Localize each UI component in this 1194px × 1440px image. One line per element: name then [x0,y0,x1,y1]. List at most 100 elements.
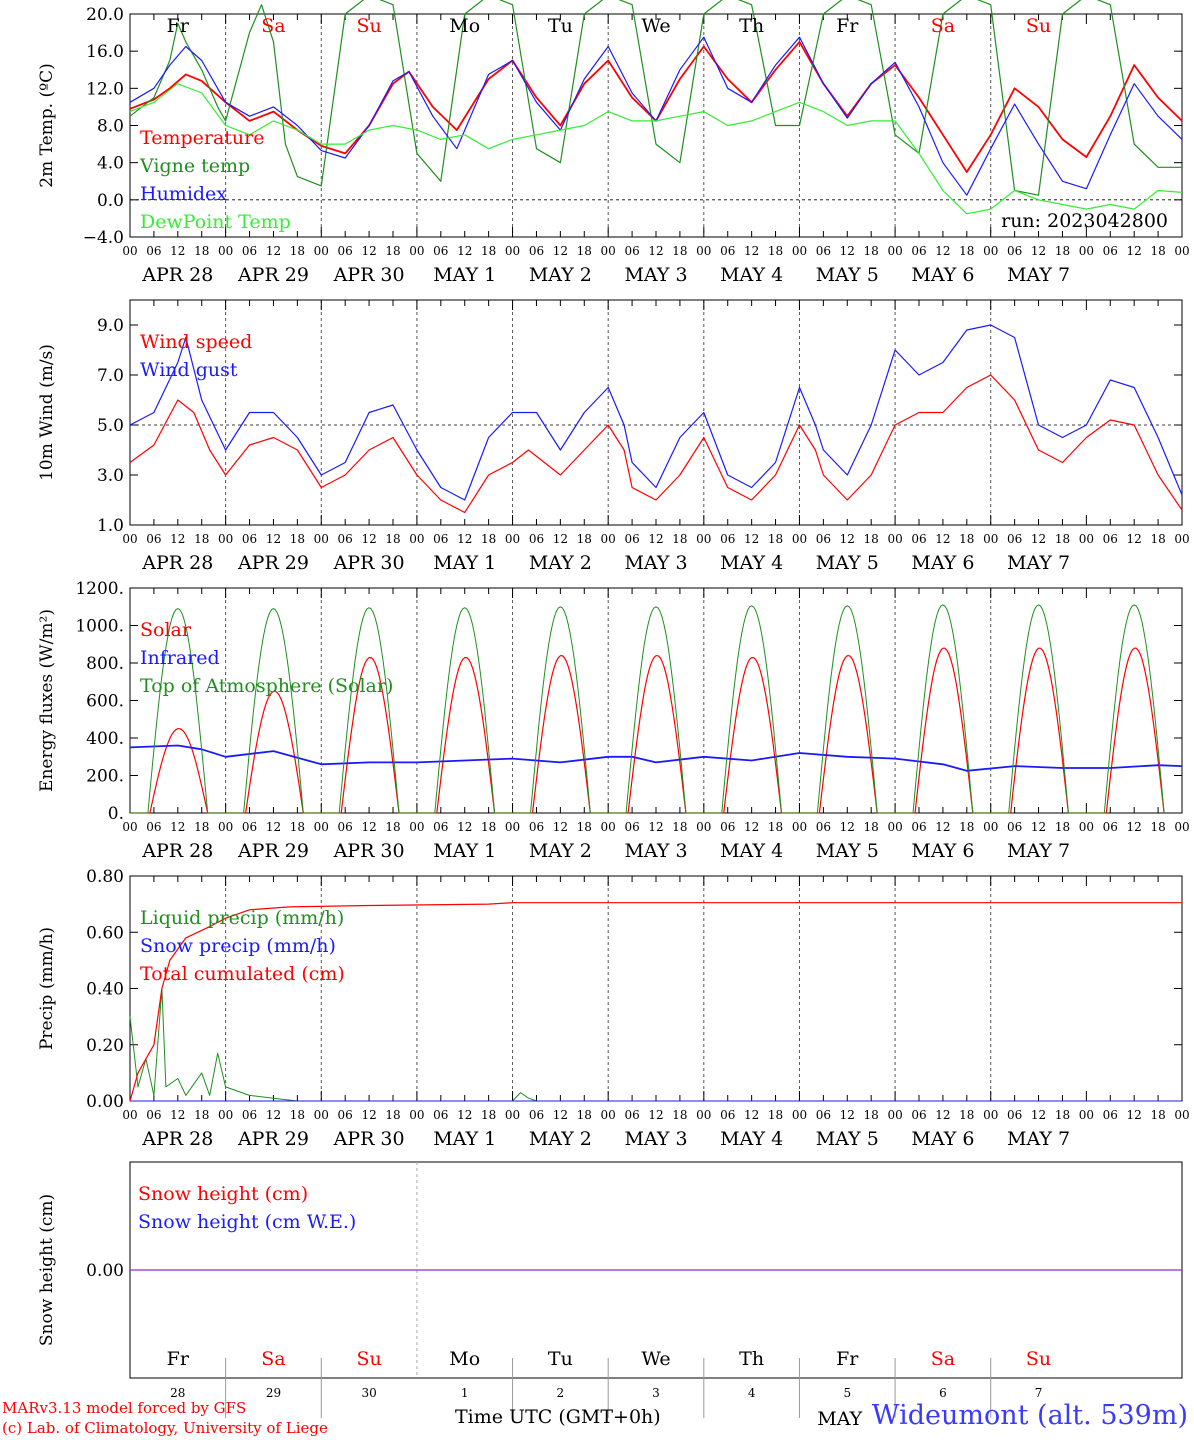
hour-tick-label: 06 [816,1108,831,1122]
y-axis-label: Energy fluxes (W/m²) [37,609,57,792]
hour-tick-label: 12 [1031,532,1046,546]
hour-tick-label: 12 [648,532,663,546]
hour-tick-label: 12 [170,1108,185,1122]
hour-tick-label: 12 [935,820,950,834]
weekday-label: Su [1026,1348,1051,1370]
hour-tick-label: 12 [935,1108,950,1122]
y-tick-label: 0.40 [86,980,124,1000]
hour-tick-label: 12 [266,244,281,258]
hour-tick-label: 06 [1007,244,1022,258]
hour-tick-label: 00 [314,820,329,834]
y-axis-label: 2m Temp. (ºC) [37,63,57,188]
y-tick-label: 0.0 [97,191,124,211]
hour-tick-label: 18 [768,532,783,546]
hour-tick-label: 00 [792,532,807,546]
hour-tick-label: 06 [338,244,353,258]
hour-tick-label: 06 [529,244,544,258]
legend-entry: DewPoint Temp [140,211,291,233]
hour-tick-label: 12 [648,1108,663,1122]
hour-tick-label: 12 [361,244,376,258]
hour-tick-label: 00 [1174,1108,1189,1122]
hour-tick-label: 12 [170,244,185,258]
weekday-label: Fr [836,15,859,37]
hour-tick-label: 12 [553,820,568,834]
day-number-label: 5 [843,1386,851,1400]
hour-tick-label: 18 [481,1108,496,1122]
y-axis-label: Snow height (cm) [37,1194,57,1346]
date-label: MAY 3 [624,264,687,286]
weekday-label: Tu [548,1348,573,1370]
hour-tick-label: 18 [959,244,974,258]
series-line [129,988,1182,1102]
y-axis-label: Precip (mm/h) [37,927,57,1050]
legend-entry: Vigne temp [139,155,250,177]
y-tick-label: 0.20 [86,1036,124,1056]
hour-tick-label: 06 [433,532,448,546]
hour-tick-label: 12 [648,244,663,258]
legend-entry: Snow height (cm W.E.) [138,1211,356,1233]
date-label: MAY 6 [911,1128,974,1150]
date-label: MAY 3 [624,1128,687,1150]
hour-tick-label: 06 [720,820,735,834]
series-line [129,41,1183,173]
legend-entry: Snow precip (mm/h) [140,935,336,957]
hour-tick-label: 18 [1055,1108,1070,1122]
hour-tick-label: 00 [1174,244,1189,258]
hour-tick-label: 00 [601,532,616,546]
legend-entry: Liquid precip (mm/h) [140,907,344,929]
hour-tick-label: 12 [170,820,185,834]
day-number-label: 29 [266,1386,281,1400]
date-label: MAY 2 [529,264,592,286]
legend-entry: Temperature [140,127,264,149]
hour-tick-label: 18 [768,1108,783,1122]
hour-tick-label: 00 [218,1108,233,1122]
series-line [129,902,1182,1102]
hour-tick-label: 12 [1031,820,1046,834]
hour-tick-label: 18 [481,532,496,546]
date-label: APR 29 [237,552,309,574]
hour-tick-label: 12 [266,532,281,546]
hour-tick-label: 06 [720,532,735,546]
hour-tick-label: 18 [1150,1108,1165,1122]
hour-tick-label: 06 [529,1108,544,1122]
hour-tick-label: 18 [385,820,400,834]
legend-entry: Infrared [140,647,220,669]
hour-tick-label: 18 [194,1108,209,1122]
hour-tick-label: 00 [218,532,233,546]
hour-tick-label: 06 [146,244,161,258]
y-tick-label: 0.80 [86,867,124,887]
hour-tick-label: 18 [768,820,783,834]
date-label: APR 28 [141,1128,213,1150]
hour-tick-label: 00 [1079,820,1094,834]
weekday-label: We [641,15,670,37]
date-label: APR 28 [141,840,213,862]
hour-tick-label: 00 [696,1108,711,1122]
hour-tick-label: 00 [218,244,233,258]
y-tick-label: 1.0 [97,516,124,536]
hour-tick-label: 00 [601,820,616,834]
hour-tick-label: 12 [553,1108,568,1122]
date-label: MAY 7 [1007,1128,1070,1150]
hour-tick-label: 00 [887,244,902,258]
hour-tick-label: 06 [338,1108,353,1122]
legend-entry: Solar [140,619,192,641]
weekday-label: Tu [548,15,573,37]
hour-tick-label: 06 [242,1108,257,1122]
hour-tick-label: 18 [194,532,209,546]
weekday-label: Sa [931,1348,955,1370]
hour-tick-label: 00 [505,244,520,258]
y-tick-label: 800. [86,654,124,674]
date-label: MAY 1 [433,1128,496,1150]
hour-tick-label: 00 [122,532,137,546]
hour-tick-label: 06 [911,532,926,546]
date-label: MAY 6 [911,552,974,574]
hour-tick-label: 18 [385,1108,400,1122]
date-label: MAY 6 [911,264,974,286]
date-label: MAY 2 [529,1128,592,1150]
hour-tick-label: 00 [792,244,807,258]
series-line [129,36,1183,196]
weekday-label: Su [1026,15,1051,37]
y-tick-label: 7.0 [97,366,124,386]
hour-tick-label: 18 [385,532,400,546]
